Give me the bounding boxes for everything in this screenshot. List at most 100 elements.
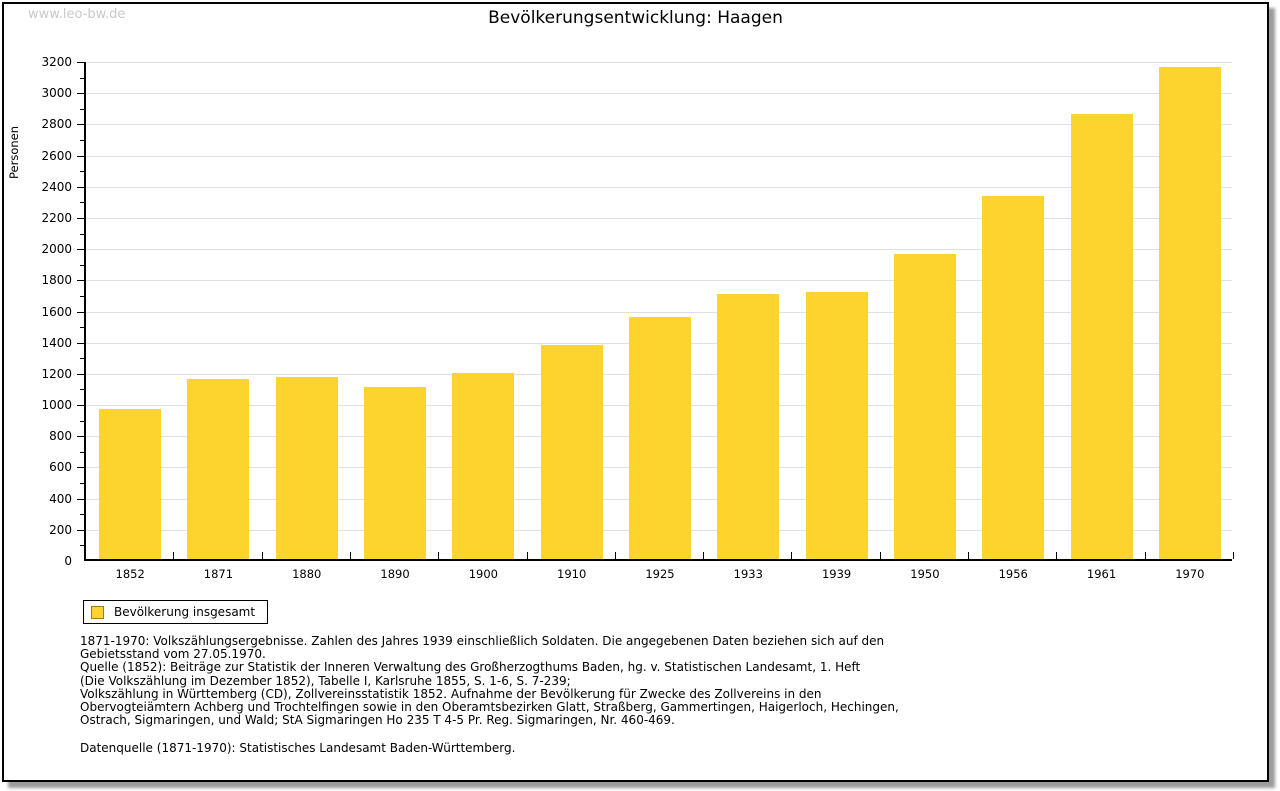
plot-area: 0 200 400 600 800 1000 1200 1400 1600 1800 2000 220…	[41, 56, 1234, 581]
x-tick-9	[879, 552, 881, 559]
gridline-y-1800	[86, 280, 1232, 282]
y-tick-2700	[80, 139, 84, 141]
y-tick-400	[77, 498, 84, 500]
gridline-y-2800	[86, 124, 1232, 126]
y-tick-label-800: 800	[49, 429, 72, 444]
x-tick-3	[349, 552, 351, 559]
y-tick-1300	[80, 358, 84, 360]
legend-swatch	[91, 605, 104, 619]
y-tick-label-1800: 1800	[41, 273, 72, 288]
x-tick-10	[968, 552, 970, 559]
y-tick-3100	[80, 77, 84, 79]
y-tick-200	[77, 529, 84, 531]
y-tick-700	[80, 451, 84, 453]
legend-label: Bevölkerung insgesamt	[114, 605, 256, 619]
x-tick-4	[438, 552, 440, 559]
y-tick-3000	[77, 93, 84, 95]
bar-1950	[893, 254, 956, 559]
x-label-1950: 1950	[910, 567, 940, 581]
x-tick-13	[1233, 552, 1234, 559]
y-tick-2000	[77, 249, 84, 251]
y-tick-500	[80, 483, 84, 485]
x-tick-2	[261, 552, 263, 559]
y-tick-800	[77, 436, 84, 438]
chart-card: www.leo-bw.de Bevölkerungsentwicklung: H…	[2, 2, 1269, 782]
x-tick-1	[173, 552, 175, 559]
x-tick-12	[1144, 552, 1146, 559]
x-tick-11	[1056, 552, 1058, 559]
bar-1852	[99, 409, 162, 559]
bar-1871	[187, 378, 250, 559]
y-tick-1000	[77, 405, 84, 407]
bar-1961	[1070, 113, 1133, 559]
gridline-y-2400	[86, 186, 1232, 188]
y-tick-label-2200: 2200	[41, 210, 72, 225]
y-tick-label-400: 400	[49, 491, 72, 506]
bar-1933	[717, 293, 780, 559]
y-tick-100	[80, 545, 84, 547]
gridline-y-2200	[86, 217, 1232, 219]
x-label-1961: 1961	[1086, 567, 1117, 581]
gridline-y-2600	[86, 155, 1232, 157]
x-label-1900: 1900	[468, 567, 498, 581]
x-label-1939: 1939	[821, 567, 852, 581]
y-tick-2500	[80, 171, 84, 173]
y-tick-600	[77, 467, 84, 469]
footnote-paragraph-2: Datenquelle (1871-1970): Statistisches L…	[80, 741, 516, 755]
y-tick-1100	[80, 389, 84, 391]
y-tick-label-1000: 1000	[41, 398, 72, 413]
y-tick-2100	[80, 233, 84, 235]
x-label-1970: 1970	[1175, 567, 1205, 581]
x-label-1933: 1933	[733, 567, 763, 581]
y-tick-3200	[77, 62, 84, 63]
x-tick-5	[526, 552, 528, 559]
bar-1910	[540, 345, 603, 559]
x-tick-8	[791, 552, 793, 559]
bar-1939	[805, 292, 868, 559]
bar-1890	[364, 386, 427, 559]
bar-1925	[629, 317, 691, 559]
gridline-y-2000	[86, 249, 1232, 251]
y-tick-label-1600: 1600	[41, 304, 72, 319]
y-tick-2400	[77, 186, 84, 188]
y-tick-label-3200: 3200	[41, 55, 72, 69]
y-tick-label-1400: 1400	[41, 335, 72, 350]
bar-1956	[982, 195, 1045, 559]
x-tick-6	[614, 552, 616, 559]
x-label-1871: 1871	[203, 567, 234, 581]
bar-1970	[1158, 67, 1221, 559]
y-tick-2200	[77, 217, 84, 219]
y-tick-1200	[77, 373, 84, 375]
chart-title: Bevölkerungsentwicklung: Haagen	[488, 8, 783, 28]
x-tick-7	[703, 552, 705, 559]
y-tick-2800	[77, 124, 84, 126]
y-tick-2300	[80, 202, 84, 204]
x-label-1852: 1852	[115, 567, 145, 581]
x-label-1890: 1890	[380, 567, 410, 581]
gridline-y-3000	[86, 93, 1232, 95]
y-tick-900	[80, 420, 84, 422]
gridline-y-3200	[86, 62, 1232, 63]
footnote-paragraph-1: 1871-1970: Volkszählungsergebnisse. Zahl…	[80, 634, 899, 728]
y-tick-label-600: 600	[49, 460, 72, 475]
gridline-y-1600	[86, 311, 1232, 313]
y-tick-label-2000: 2000	[41, 242, 72, 257]
y-tick-label-2600: 2600	[41, 148, 72, 163]
y-tick-label-2800: 2800	[41, 117, 72, 132]
watermark: www.leo-bw.de	[28, 7, 126, 22]
y-tick-label-200: 200	[49, 522, 72, 537]
y-tick-label-0: 0	[64, 554, 72, 568]
legend: Bevölkerung insgesamt	[83, 600, 269, 624]
x-label-1956: 1956	[998, 567, 1028, 581]
y-tick-1500	[80, 327, 84, 329]
x-label-1880: 1880	[292, 567, 322, 581]
y-tick-label-3000: 3000	[41, 86, 72, 101]
bar-1900	[452, 372, 515, 559]
y-tick-1900	[80, 264, 84, 266]
y-tick-300	[80, 514, 84, 516]
x-label-1925: 1925	[645, 567, 675, 581]
y-tick-2900	[80, 108, 84, 110]
x-label-1910: 1910	[557, 567, 587, 581]
y-tick-1700	[80, 295, 84, 297]
y-tick-1800	[77, 280, 84, 282]
